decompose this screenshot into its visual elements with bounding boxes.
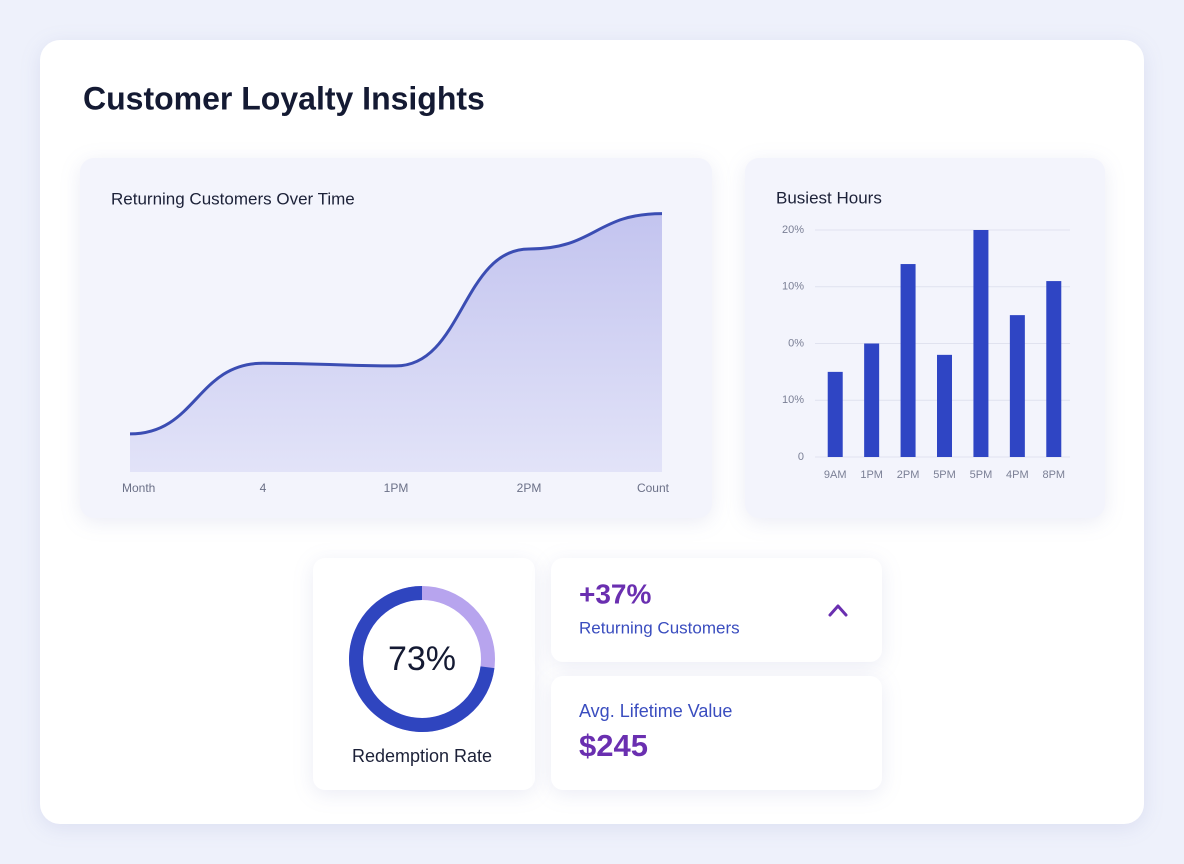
area-line [129,212,663,436]
bar [827,371,843,457]
bar [864,343,880,457]
x-tick-label: 4 [260,481,267,495]
kpi-label: Returning Customers [579,618,740,637]
bar [1046,281,1062,457]
x-tick-label: 9AM [824,469,847,481]
y-tick-label: 10% [782,394,804,406]
y-tick-label: 0% [788,337,804,349]
up-chevron [828,604,848,617]
x-tick-label: 4PM [1006,469,1029,481]
kpi-card [551,676,882,790]
donut-arc [349,586,495,732]
kpi-label: Avg. Lifetime Value [579,701,732,721]
page-title: Customer Loyalty Insights [83,80,485,116]
kpi-value: +37% [579,578,651,609]
x-tick-label: 5PM [933,469,956,481]
kpi-card [551,558,882,662]
donut-title: Redemption Rate [352,746,492,766]
y-tick-label: 20% [782,224,804,236]
donut-value: 73% [388,640,456,678]
x-tick-label: 8PM [1042,469,1065,481]
y-tick-label: 0 [798,451,804,463]
bar [1009,315,1025,457]
x-tick-label: 2PM [517,481,542,495]
kpi-value: $245 [579,728,648,763]
y-tick-label: 10% [782,281,804,293]
bar [937,354,952,457]
x-tick-label: Count [637,481,670,495]
x-tick-label: 5PM [970,469,993,481]
bar [973,230,989,457]
area-fill [130,213,662,472]
x-tick-label: 1PM [860,469,883,481]
chart-title: Returning Customers Over Time [111,189,355,208]
x-tick-label: Month [122,481,155,495]
x-tick-label: 2PM [897,469,920,481]
bar [900,264,916,457]
x-tick-label: 1PM [384,481,409,495]
chart-title: Busiest Hours [776,188,882,207]
